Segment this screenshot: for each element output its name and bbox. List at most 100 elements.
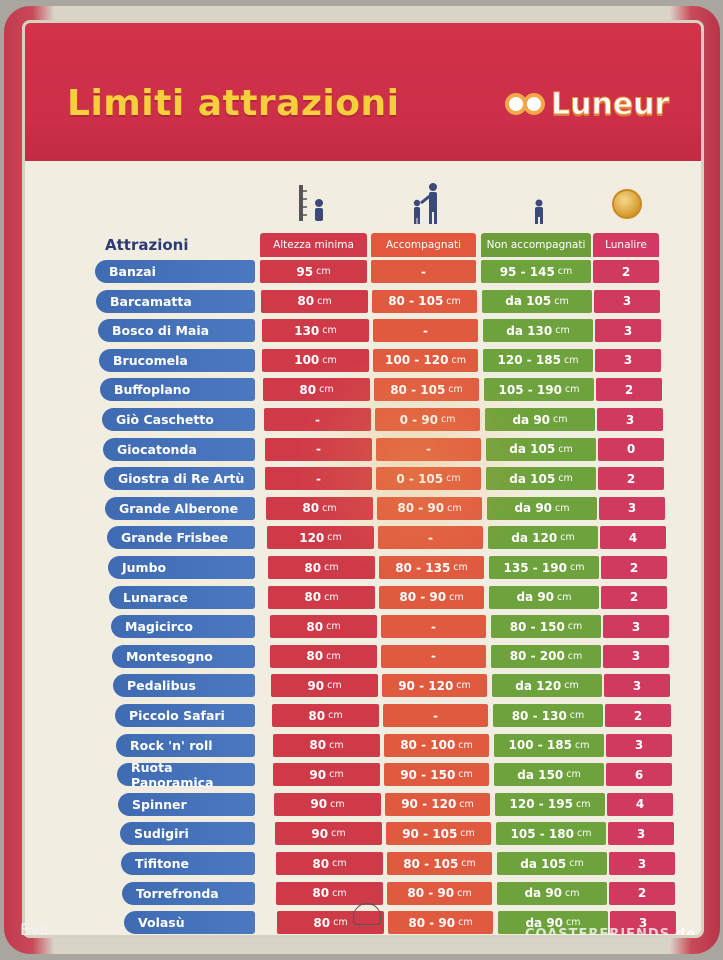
cell-non: da 105 cm bbox=[486, 437, 596, 461]
column-header-non-accompagnati: Non accompagnati bbox=[481, 233, 591, 257]
table-row: Torrefronda 80 cm 80 - 90 cm da 90 cm 2 bbox=[25, 881, 701, 905]
owl-eyes-icon bbox=[505, 85, 549, 123]
title-banner bbox=[25, 23, 701, 161]
cell-acc: 90 - 120 cm bbox=[382, 674, 487, 698]
table-row: Grande Frisbee 120 cm - da 120 cm 4 bbox=[25, 526, 701, 550]
cell-name: Giocatonda bbox=[103, 437, 255, 461]
table-row: Ruota Panoramica 90 cm 90 - 150 cm da 150 cm 6 bbox=[25, 760, 701, 790]
cell-lun: 3 bbox=[597, 408, 663, 431]
cell-acc: 80 - 90 cm bbox=[387, 881, 492, 905]
child-icon bbox=[535, 199, 543, 224]
cell-non: da 90 cm bbox=[485, 408, 595, 431]
cell-non: da 90 cm bbox=[498, 911, 608, 935]
column-header-altezza-minima: Altezza minima bbox=[260, 233, 367, 257]
cell-min: 100 cm bbox=[262, 348, 369, 372]
cell-acc: 80 - 90 cm bbox=[379, 585, 484, 609]
cell-lun: 0 bbox=[598, 437, 664, 461]
cell-min: 130 cm bbox=[262, 319, 369, 343]
cell-lun: 2 bbox=[601, 556, 667, 579]
cell-non: 80 - 130 cm bbox=[493, 704, 603, 727]
cell-acc: - bbox=[371, 260, 476, 283]
cell-name: Pedalibus bbox=[113, 674, 255, 698]
table-row: Bosco di Maia 130 cm - da 130 cm 3 bbox=[25, 319, 701, 343]
cell-name: Ruota Panoramica bbox=[117, 760, 255, 790]
cell-min: 80 cm bbox=[268, 556, 375, 579]
cell-lun: 3 bbox=[603, 644, 669, 668]
column-header-accompagnati: Accompagnati bbox=[371, 233, 476, 257]
table-row: Montesogno 80 cm -80 - 200 cm 3 bbox=[25, 644, 701, 668]
cell-lun: 2 bbox=[598, 467, 664, 491]
cell-min: 95 cm bbox=[260, 260, 367, 283]
cell-lun: 4 bbox=[607, 792, 673, 816]
cell-lun: 2 bbox=[605, 704, 671, 727]
table-row: Jumbo 80 cm 80 - 135 cm 135 - 190 cm 2 bbox=[25, 556, 701, 579]
cell-min: - bbox=[265, 437, 372, 461]
cell-name: Volasù bbox=[124, 911, 255, 935]
table-row: Giostra di Re Artù -0 - 105 cm da 105 cm 2 bbox=[25, 467, 701, 491]
height-measure-icon bbox=[299, 185, 323, 221]
cell-non: da 120 cm bbox=[492, 674, 602, 698]
brand-name: Luneur bbox=[550, 86, 670, 122]
cell-acc: 80 - 100 cm bbox=[384, 733, 489, 757]
cell-non: 95 - 145 cm bbox=[481, 260, 591, 283]
cell-min: 80 cm bbox=[276, 881, 383, 905]
table-row: Brucomela 100 cm 100 - 120 cm 120 - 185 cm 3 bbox=[25, 348, 701, 372]
cell-acc: 90 - 150 cm bbox=[384, 763, 489, 787]
table-row: Tifitone 80 cm 80 - 105 cm da 105 cm 3 bbox=[25, 852, 701, 875]
cell-acc: - bbox=[378, 526, 483, 550]
table-row: Magicirco 80 cm -80 - 150 cm 3 bbox=[25, 615, 701, 639]
cell-non: da 90 cm bbox=[489, 585, 599, 609]
cell-min: 90 cm bbox=[275, 822, 382, 846]
cell-non: 120 - 185 cm bbox=[483, 348, 593, 372]
cell-lun: 3 bbox=[606, 733, 672, 757]
table-row: Barcamatta 80 cm 80 - 105 cm da 105 cm 3 bbox=[25, 289, 701, 313]
table-row: Piccolo Safari 80 cm -80 - 130 cm 2 bbox=[25, 704, 701, 727]
cell-non: da 120 cm bbox=[488, 526, 598, 550]
cell-name: Rock 'n' roll bbox=[116, 733, 255, 757]
table-row: Giò Caschetto -0 - 90 cm da 90 cm 3 bbox=[25, 408, 701, 431]
cell-non: da 105 cm bbox=[497, 852, 607, 875]
cell-min: 90 cm bbox=[271, 674, 378, 698]
cell-min: 80 cm bbox=[272, 704, 379, 727]
cell-name: Magicirco bbox=[111, 615, 255, 639]
adult-child-icon bbox=[413, 183, 437, 224]
table-row: Lunarace 80 cm 80 - 90 cm da 90 cm 2 bbox=[25, 585, 701, 609]
photo-credit: Evii bbox=[20, 920, 49, 939]
cell-min: 80 cm bbox=[273, 733, 380, 757]
page-title: Limiti attrazioni bbox=[67, 83, 400, 124]
cell-non: 135 - 190 cm bbox=[489, 556, 599, 579]
cell-lun: 3 bbox=[608, 822, 674, 846]
cell-acc: - bbox=[383, 704, 488, 727]
cell-min: 80 cm bbox=[270, 615, 377, 639]
cell-name: Piccolo Safari bbox=[115, 704, 255, 727]
cell-lun: 2 bbox=[609, 881, 675, 905]
cell-name: Tifitone bbox=[121, 852, 255, 875]
cell-min: 80 cm bbox=[276, 852, 383, 875]
cell-lun: 2 bbox=[593, 260, 659, 283]
cell-name: Grande Frisbee bbox=[107, 526, 255, 550]
cell-min: 80 cm bbox=[270, 644, 377, 668]
cell-name: Spinner bbox=[118, 792, 255, 816]
cell-min: 80 cm bbox=[261, 289, 368, 313]
cell-lun: 3 bbox=[595, 348, 661, 372]
table-row: Spinner 90 cm 90 - 120 cm 120 - 195 cm 4 bbox=[25, 792, 701, 816]
watermark: COASTERFRIENDS.de bbox=[525, 927, 697, 938]
table-row: Banzai 95 cm -95 - 145 cm 2 bbox=[25, 260, 701, 283]
cell-non: 80 - 200 cm bbox=[491, 644, 601, 668]
brand-logo: Luneur bbox=[505, 79, 670, 129]
footer-logo-icon bbox=[353, 903, 381, 925]
cell-acc: 90 - 105 cm bbox=[386, 822, 491, 846]
cell-acc: 0 - 90 cm bbox=[375, 408, 480, 431]
cell-lun: 2 bbox=[601, 585, 667, 609]
cell-acc: 80 - 90 cm bbox=[377, 496, 482, 520]
cell-name: Banzai bbox=[95, 260, 255, 283]
table-row: Rock 'n' roll 80 cm 80 - 100 cm 100 - 185 cm 3 bbox=[25, 733, 701, 757]
cell-lun: 3 bbox=[610, 911, 676, 935]
cell-name: Grande Alberone bbox=[105, 496, 255, 520]
cell-non: da 105 cm bbox=[486, 467, 596, 491]
lunalire-coin-icon bbox=[612, 189, 642, 219]
cell-lun: 6 bbox=[606, 763, 672, 787]
cell-lun: 3 bbox=[603, 615, 669, 639]
cell-lun: 2 bbox=[596, 378, 662, 402]
cell-non: da 90 cm bbox=[487, 496, 597, 520]
